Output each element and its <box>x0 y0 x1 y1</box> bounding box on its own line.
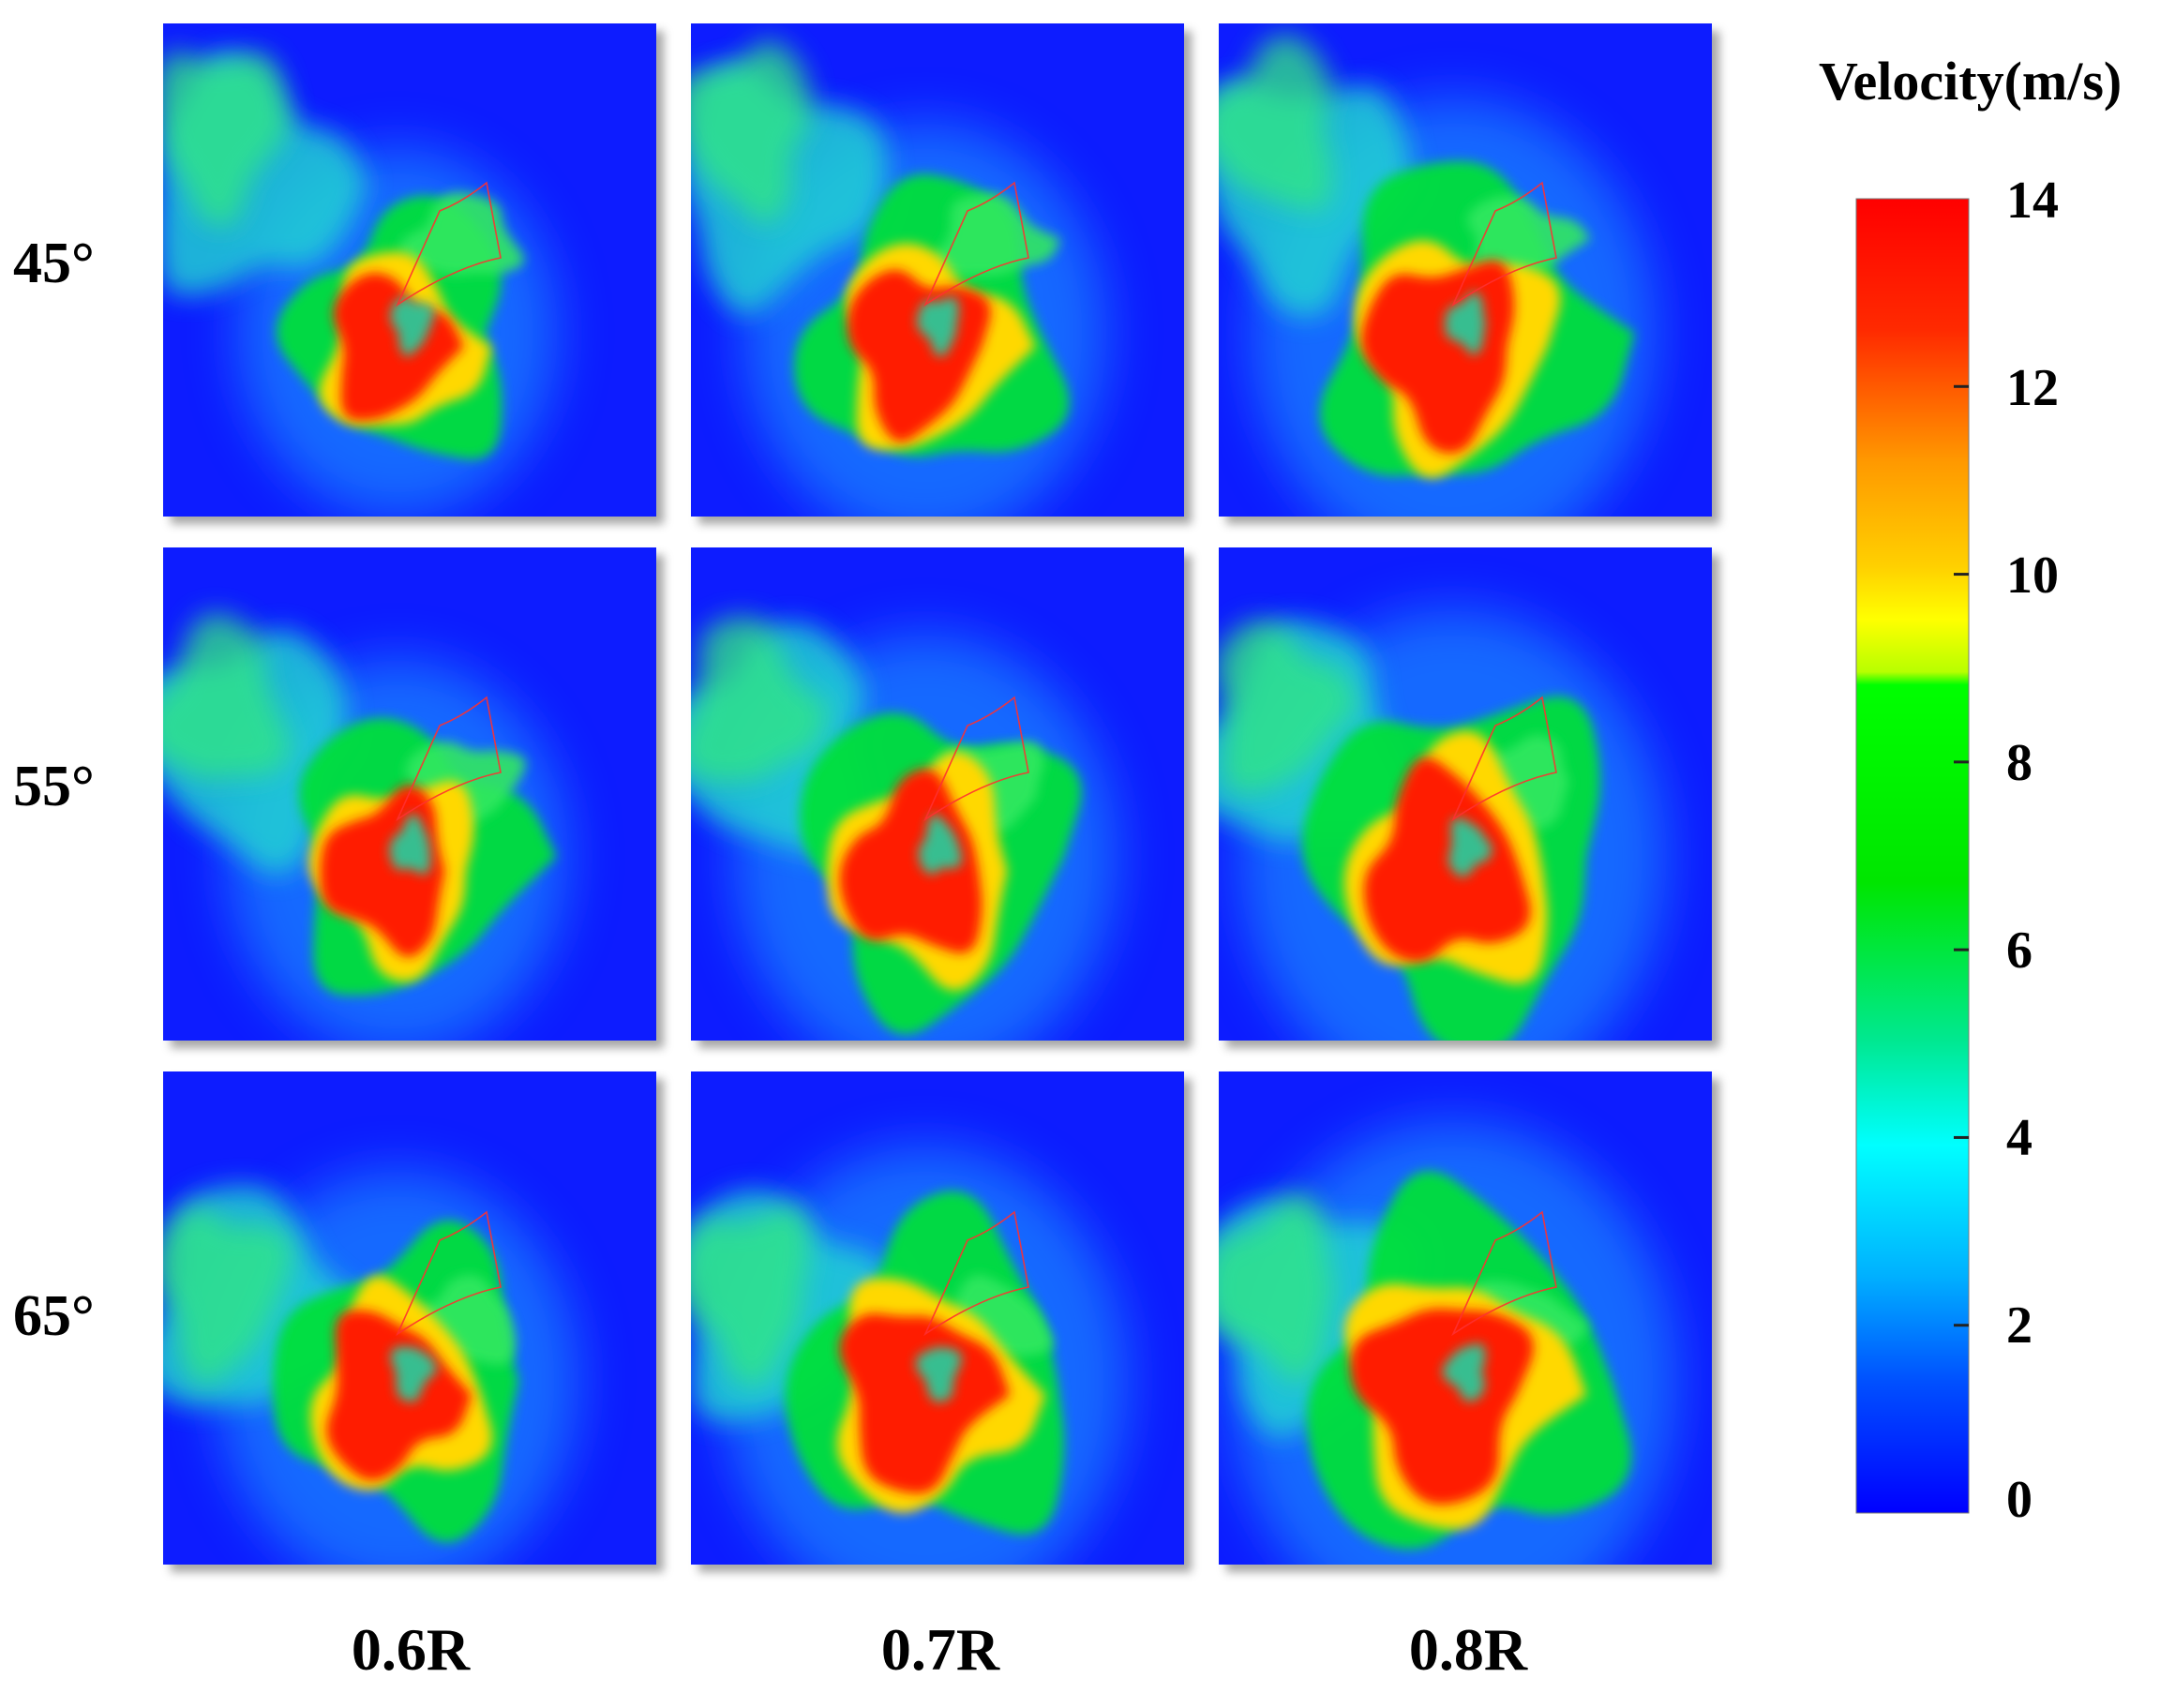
colorbar-tick-8: 8 <box>2006 734 2032 792</box>
contour-panel-45-0-6r <box>163 23 656 517</box>
contour-panel-55-0-7r <box>691 547 1184 1041</box>
blade-outline <box>1451 1210 1557 1337</box>
blade-outline <box>1451 181 1557 307</box>
col-label-0-6r: 0.6R <box>351 1616 471 1683</box>
colorbar-tick-0: 0 <box>2006 1471 2032 1529</box>
row-label-55: 55° <box>13 755 95 818</box>
contour-panel-45-0-7r <box>691 23 1184 517</box>
contour-panel-55-0-6r <box>163 547 656 1041</box>
colorbar <box>1855 198 1970 1514</box>
contour-panel-65-0-7r <box>691 1071 1184 1565</box>
colorbar-tick-10: 10 <box>2006 547 2059 605</box>
row-label-65: 65° <box>13 1284 95 1348</box>
contour-panel-65-0-8r <box>1219 1071 1712 1565</box>
row-label-45: 45° <box>13 232 95 295</box>
blade-outline <box>396 1210 502 1337</box>
colorbar-tick-14: 14 <box>2006 172 2059 230</box>
blade-outline <box>923 696 1029 822</box>
colorbar-tick-4: 4 <box>2006 1109 2032 1167</box>
colorbar-tick-6: 6 <box>2006 921 2032 980</box>
colorbar-gradient <box>1855 198 1970 1514</box>
contour-panel-65-0-6r <box>163 1071 656 1565</box>
legend-title: Velocity(m/s) <box>1819 51 2122 112</box>
blade-outline <box>396 181 502 307</box>
colorbar-tick-12: 12 <box>2006 359 2059 417</box>
blade-outline <box>923 1210 1029 1337</box>
col-label-0-7r: 0.7R <box>880 1616 1000 1683</box>
col-label-0-8r: 0.8R <box>1408 1616 1528 1683</box>
blade-outline <box>1451 696 1557 822</box>
contour-panel-45-0-8r <box>1219 23 1712 517</box>
blade-outline <box>923 181 1029 307</box>
contour-panel-55-0-8r <box>1219 547 1712 1041</box>
colorbar-tick-2: 2 <box>2006 1296 2032 1355</box>
blade-outline <box>396 696 502 822</box>
